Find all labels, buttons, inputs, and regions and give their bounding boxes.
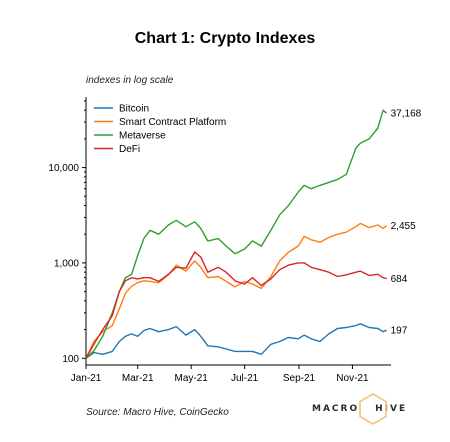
- chart-axes: 100 1,000 10,000 Jan-21 Mar-21 May-21 Jul-21 Se…: [48, 97, 391, 384]
- source-note: Source: Macro Hive, CoinGecko: [86, 407, 229, 418]
- x-tick-label: Nov-21: [336, 373, 369, 384]
- y-tick-label: 10,000: [48, 163, 79, 174]
- series-line-metaverse: [85, 109, 388, 359]
- x-tick-label: Jul-21: [231, 373, 259, 384]
- x-tick-label: Mar-21: [122, 373, 154, 384]
- chart-series: 197 2,455 37,168 684: [85, 109, 422, 359]
- legend-label: Metaverse: [119, 131, 166, 142]
- y-tick-label: 1,000: [54, 258, 79, 269]
- logo-text-right: HIVE: [375, 404, 408, 414]
- x-tick-label: Sep-21: [283, 373, 316, 384]
- logo-text-left: MACRO: [312, 404, 360, 414]
- legend-label: Smart Contract Platform: [119, 117, 226, 128]
- chart-title: Chart 1: Crypto Indexes: [134, 30, 316, 47]
- series-line-defi: [85, 251, 387, 359]
- series-line-bitcoin: [85, 323, 387, 359]
- end-value-label-defi: 684: [391, 274, 408, 285]
- legend-label: DeFi: [119, 144, 140, 155]
- logo-text: MACRO HIVE: [312, 404, 407, 414]
- end-value-label-metaverse: 37,168: [391, 109, 422, 120]
- end-value-label-bitcoin: 197: [391, 326, 408, 337]
- scale-note: indexes in log scale: [86, 75, 174, 86]
- y-tick-label: 100: [62, 354, 79, 365]
- x-tick-label: Jan-21: [71, 373, 102, 384]
- hexagon-icon: [359, 393, 387, 425]
- x-tick-label: May-21: [174, 373, 208, 384]
- chart-legend: Bitcoin Smart Contract Platform Metaverse D…: [94, 104, 226, 155]
- legend-label: Bitcoin: [119, 104, 149, 115]
- end-value-label-smart-contract-platform: 2,455: [391, 221, 416, 232]
- macro-hive-logo: MACRO HIVE: [312, 392, 412, 426]
- series-line-smart-contract-platform: [85, 222, 388, 359]
